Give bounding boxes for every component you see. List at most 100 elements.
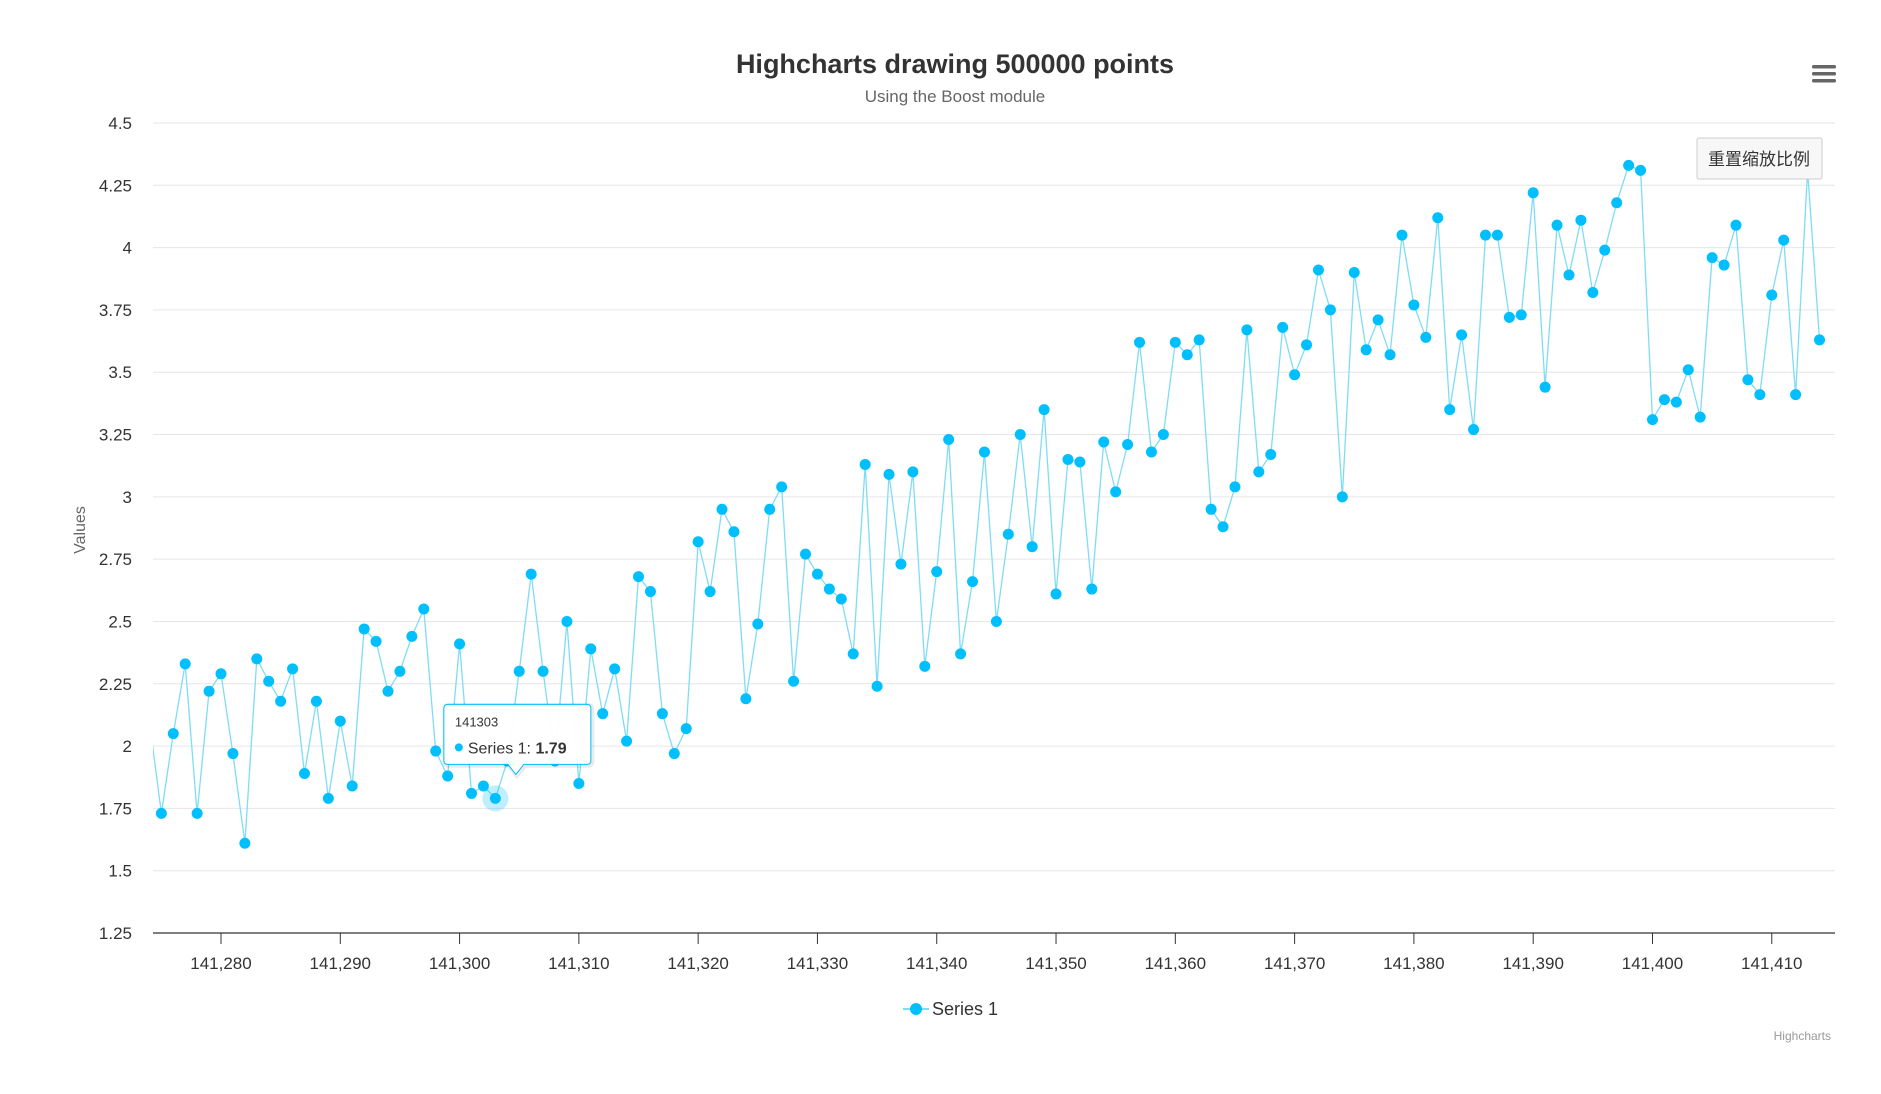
data-point[interactable] (1134, 336, 1146, 348)
data-point[interactable] (871, 680, 883, 692)
data-point[interactable] (943, 434, 955, 446)
data-point[interactable] (1026, 541, 1038, 553)
data-point[interactable] (1754, 389, 1766, 401)
data-point[interactable] (1312, 264, 1324, 276)
data-point[interactable] (275, 695, 287, 707)
data-point[interactable] (1778, 234, 1790, 246)
data-point[interactable] (1110, 486, 1122, 498)
data-point[interactable] (1539, 381, 1551, 393)
data-point[interactable] (1396, 229, 1408, 241)
data-point[interactable] (692, 536, 704, 548)
data-point[interactable] (1384, 349, 1396, 361)
data-point[interactable] (609, 663, 621, 675)
data-point[interactable] (394, 665, 406, 677)
data-point[interactable] (823, 583, 835, 595)
data-point[interactable] (1241, 324, 1253, 336)
data-point[interactable] (1050, 588, 1062, 600)
data-point[interactable] (1408, 299, 1420, 311)
data-point[interactable] (334, 715, 346, 727)
data-point[interactable] (537, 665, 549, 677)
data-point[interactable] (895, 558, 907, 570)
data-point[interactable] (1599, 244, 1611, 256)
data-point[interactable] (1623, 159, 1635, 171)
data-point[interactable] (215, 668, 227, 680)
data-point[interactable] (1157, 429, 1169, 441)
data-point[interactable] (1479, 229, 1491, 241)
data-point[interactable] (656, 708, 668, 720)
data-point[interactable] (907, 466, 919, 478)
data-point[interactable] (1420, 331, 1432, 343)
data-point[interactable] (704, 586, 716, 598)
data-point[interactable] (573, 777, 585, 789)
legend-marker-symbol[interactable] (910, 1003, 922, 1015)
data-point[interactable] (442, 770, 454, 782)
reset-zoom-label[interactable]: 重置缩放比例 (1708, 150, 1810, 169)
data-point[interactable] (1742, 374, 1754, 386)
data-point[interactable] (203, 685, 215, 697)
data-point[interactable] (227, 748, 239, 760)
data-point[interactable] (1468, 424, 1480, 436)
data-point[interactable] (239, 837, 251, 849)
data-point[interactable] (1348, 267, 1360, 279)
data-point[interactable] (179, 658, 191, 670)
data-point[interactable] (597, 708, 609, 720)
data-point[interactable] (1730, 219, 1742, 231)
data-point[interactable] (1062, 453, 1074, 465)
data-point[interactable] (430, 745, 442, 757)
data-point[interactable] (680, 723, 692, 735)
legend-label[interactable]: Series 1 (932, 999, 998, 1019)
data-point[interactable] (1563, 269, 1575, 281)
data-point[interactable] (859, 458, 871, 470)
data-point[interactable] (513, 665, 525, 677)
hamburger-menu-icon[interactable] (1812, 65, 1836, 83)
data-point[interactable] (1444, 404, 1456, 416)
data-point[interactable] (191, 807, 203, 819)
data-point[interactable] (633, 571, 645, 583)
reset-zoom-button-bg[interactable] (1696, 137, 1823, 180)
data-point[interactable] (1289, 369, 1301, 381)
data-point[interactable] (788, 675, 800, 687)
data-point[interactable] (1491, 229, 1503, 241)
data-point[interactable] (764, 503, 776, 515)
legend-item-series-1[interactable]: Series 1 (903, 999, 998, 1019)
data-point[interactable] (1253, 466, 1265, 478)
data-point[interactable] (1098, 436, 1110, 448)
data-point[interactable] (1002, 528, 1014, 540)
data-point[interactable] (1706, 252, 1718, 264)
data-point[interactable] (990, 615, 1002, 627)
data-point[interactable] (1336, 491, 1348, 503)
data-point[interactable] (668, 748, 680, 760)
data-point[interactable] (1611, 197, 1623, 209)
data-point[interactable] (263, 675, 275, 687)
data-point[interactable] (477, 780, 489, 792)
data-point[interactable] (310, 695, 322, 707)
data-point[interactable] (931, 566, 943, 578)
data-point[interactable] (740, 693, 752, 705)
data-point[interactable] (621, 735, 633, 747)
data-point[interactable] (1694, 411, 1706, 423)
data-point[interactable] (1670, 396, 1682, 408)
data-point[interactable] (525, 568, 537, 580)
data-point[interactable] (1265, 448, 1277, 460)
data-point[interactable] (644, 586, 656, 598)
data-point[interactable] (1324, 304, 1336, 316)
reset-zoom-button[interactable]: 重置缩放比例 (1696, 137, 1823, 180)
data-point[interactable] (1527, 187, 1539, 199)
data-point[interactable] (322, 792, 334, 804)
data-point[interactable] (1205, 503, 1217, 515)
credits-link[interactable]: Highcharts (1774, 1029, 1831, 1043)
data-point[interactable] (370, 635, 382, 647)
data-point[interactable] (1038, 404, 1050, 416)
data-point[interactable] (1813, 334, 1825, 346)
data-point[interactable] (752, 618, 764, 630)
data-point[interactable] (1551, 219, 1563, 231)
data-point[interactable] (1145, 446, 1157, 458)
data-point[interactable] (454, 638, 466, 650)
data-point[interactable] (358, 623, 370, 635)
data-point[interactable] (418, 603, 430, 615)
data-point[interactable] (716, 503, 728, 515)
data-point[interactable] (346, 780, 358, 792)
data-point[interactable] (561, 615, 573, 627)
data-point[interactable] (585, 643, 597, 655)
data-point[interactable] (1086, 583, 1098, 595)
